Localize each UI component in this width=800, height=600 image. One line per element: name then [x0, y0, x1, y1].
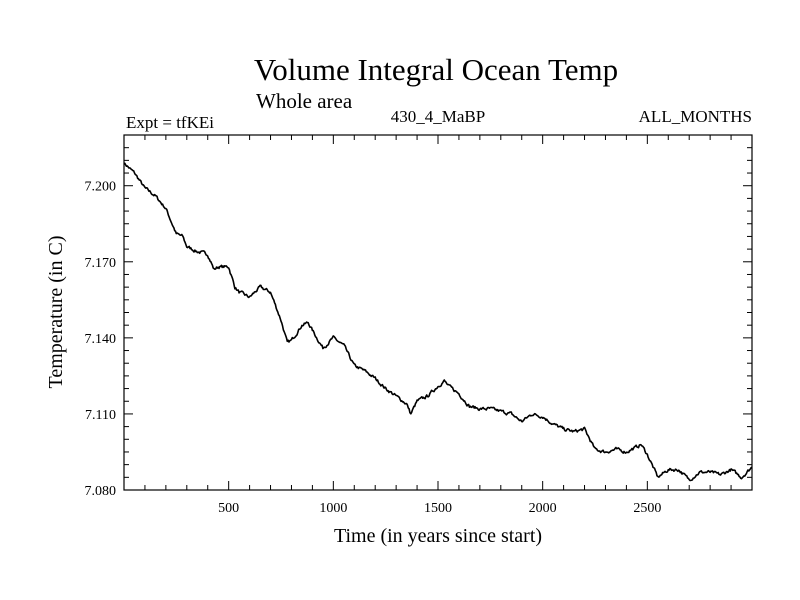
- y-tick-label: 7.080: [85, 484, 117, 499]
- plot-frame: [123, 134, 753, 491]
- y-tick-label: 7.110: [85, 408, 116, 423]
- x-tick-label: 1000: [319, 501, 347, 516]
- y-tick-label: 7.140: [85, 332, 117, 347]
- expt-label: Expt = tfKEi: [126, 113, 214, 132]
- series-line: [123, 162, 753, 482]
- x-tick-label: 1500: [424, 501, 452, 516]
- x-tick-label: 500: [218, 501, 239, 516]
- chart-title: Volume Integral Ocean Temp: [254, 52, 618, 87]
- x-tick-label: 2500: [633, 501, 661, 516]
- case-label: 430_4_MaBP: [391, 107, 485, 126]
- y-axis-label: Temperature (in C): [45, 236, 67, 389]
- x-axis-label: Time (in years since start): [334, 525, 542, 547]
- x-tick-labels: 500 1000 1500 2000 2500: [218, 501, 661, 516]
- y-tick-labels: 7.080 7.110 7.140 7.170 7.200: [85, 180, 117, 499]
- tick-marks: [124, 135, 752, 490]
- y-tick-label: 7.170: [85, 256, 117, 271]
- y-tick-label: 7.200: [85, 180, 117, 195]
- months-label: ALL_MONTHS: [639, 107, 752, 126]
- x-tick-label: 2000: [529, 501, 557, 516]
- chart-subtitle: Whole area: [256, 89, 353, 113]
